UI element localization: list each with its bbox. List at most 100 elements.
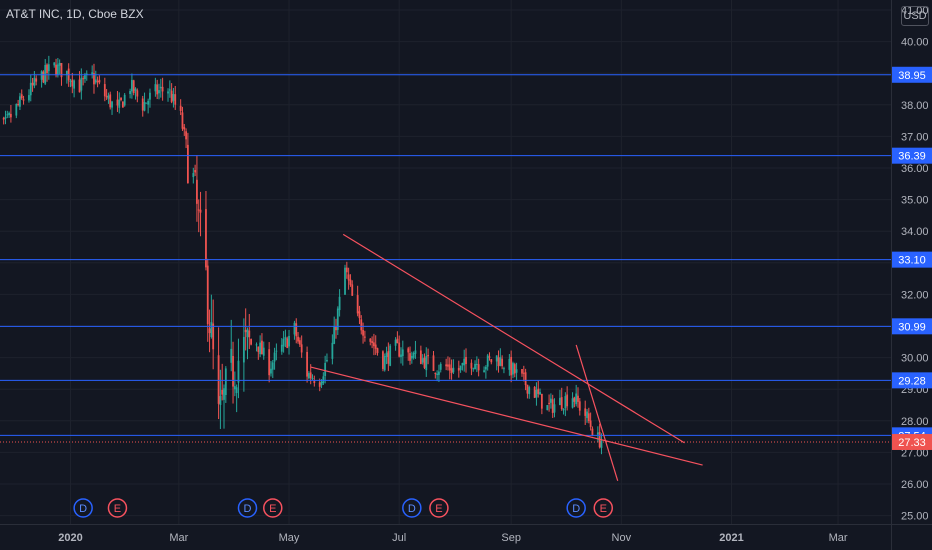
candle-body	[142, 99, 144, 111]
candle-body	[510, 357, 512, 375]
candle-body	[541, 394, 543, 409]
candle-body	[433, 355, 435, 371]
candle-body	[321, 382, 323, 385]
trendline	[576, 345, 618, 481]
candle-body	[131, 80, 133, 91]
price-tick-label: 37.00	[901, 131, 929, 143]
candle-body	[301, 344, 303, 352]
candle-body	[210, 322, 212, 337]
candle-body	[308, 373, 310, 378]
candle-body	[319, 382, 321, 386]
candle-body	[424, 358, 426, 368]
candle-body	[514, 364, 516, 373]
candle-body	[552, 399, 554, 413]
candle-body	[120, 98, 122, 100]
candle-body	[158, 90, 160, 93]
candle-body	[288, 336, 290, 347]
time-tick-label: Sep	[501, 532, 521, 544]
candle-body	[402, 349, 404, 356]
time-tick-label: Jul	[392, 532, 406, 544]
candle-body	[297, 337, 299, 342]
candle-body	[212, 324, 214, 350]
candle-body	[104, 84, 106, 96]
candle-body	[588, 413, 590, 421]
candle-body	[8, 113, 10, 115]
currency-label[interactable]: USD	[901, 6, 929, 26]
candle-body	[21, 94, 23, 98]
candle-body	[108, 95, 110, 98]
dividend-marker[interactable]: D	[74, 499, 92, 517]
level-price-label: 33.10	[898, 255, 926, 267]
price-tick-label: 30.00	[901, 353, 929, 365]
candle-body	[274, 353, 276, 362]
event-letter: E	[269, 503, 276, 515]
event-letter: E	[435, 503, 442, 515]
candle-body	[97, 81, 99, 82]
candle-body	[527, 385, 529, 394]
candle-body	[225, 368, 227, 395]
candle-body	[245, 330, 247, 332]
candle-body	[295, 323, 297, 336]
candle-body	[196, 180, 198, 204]
candle-body	[350, 280, 352, 285]
earnings-marker[interactable]: E	[594, 499, 612, 517]
candle-body	[185, 131, 187, 139]
candle-body	[306, 352, 308, 377]
candle-body	[463, 359, 465, 366]
time-tick-label: Nov	[612, 532, 632, 544]
price-tick-label: 25.00	[901, 511, 929, 523]
candle-body	[187, 145, 189, 183]
trendline	[343, 234, 684, 443]
candle-body	[333, 326, 335, 344]
candle-body	[147, 101, 149, 105]
candle-body	[451, 368, 453, 373]
earnings-marker[interactable]: E	[430, 499, 448, 517]
candle-body	[33, 78, 35, 86]
candle-body	[499, 357, 501, 366]
candle-body	[322, 376, 324, 383]
candle-body	[256, 344, 258, 345]
candle-body	[324, 363, 326, 376]
candle-body	[275, 351, 277, 352]
event-letter: D	[244, 503, 252, 515]
candle-body	[498, 357, 500, 366]
candle-body	[73, 80, 75, 88]
candle-body	[270, 369, 272, 374]
candle-body	[425, 356, 427, 370]
earnings-marker[interactable]: E	[108, 499, 126, 517]
earnings-marker[interactable]: E	[264, 499, 282, 517]
dividend-marker[interactable]: D	[403, 499, 421, 517]
candle-body	[261, 341, 263, 355]
candle-body	[407, 348, 409, 352]
candle-body	[427, 355, 429, 356]
candle-body	[472, 368, 474, 369]
candle-body	[192, 173, 194, 177]
candle-body	[10, 114, 12, 117]
price-tick-label: 35.00	[901, 195, 929, 207]
candle-body	[145, 103, 147, 104]
candle-body	[55, 65, 57, 75]
candle-body	[144, 102, 146, 111]
candle-body	[584, 408, 586, 416]
level-price-label: 30.99	[898, 321, 926, 333]
candle-body	[209, 328, 211, 333]
candle-body	[357, 295, 359, 313]
dividend-marker[interactable]: D	[567, 499, 585, 517]
time-tick-label: Mar	[169, 532, 188, 544]
candle-body	[348, 274, 350, 280]
candle-body	[523, 373, 525, 374]
candle-body	[5, 117, 7, 119]
candle-body	[422, 358, 424, 362]
dividend-marker[interactable]: D	[238, 499, 256, 517]
candle-body	[384, 356, 386, 370]
candle-body	[487, 355, 489, 366]
level-price-label: 29.28	[898, 375, 926, 387]
horizontal-levels	[0, 75, 891, 442]
candle-body	[173, 94, 175, 101]
candle-body	[377, 348, 379, 353]
candle-body	[411, 356, 413, 359]
candle-body	[133, 80, 135, 93]
last-price-label: 27.33	[898, 437, 926, 449]
